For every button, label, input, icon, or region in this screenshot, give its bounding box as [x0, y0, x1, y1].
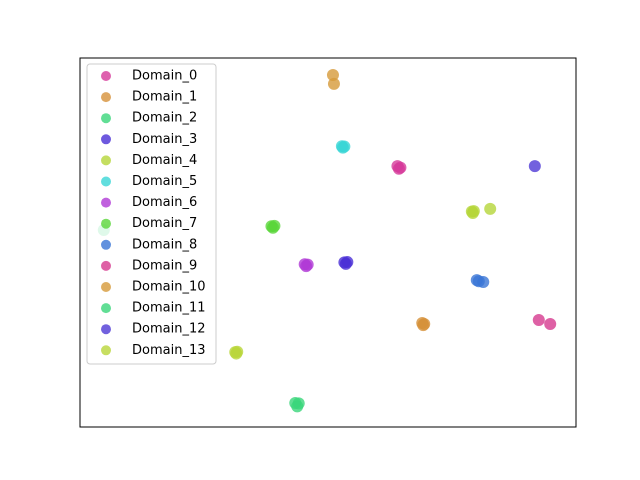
scatter-point: [528, 160, 541, 173]
legend-label: Domain_9: [132, 258, 197, 273]
legend-label: Domain_10: [132, 280, 206, 295]
scatter-point: [544, 318, 557, 331]
legend: Domain_0 Domain_1 Domain_2 Domain_3 Domain_4…: [101, 69, 206, 358]
scatter-point: [417, 319, 430, 332]
legend-label: Domain_6: [132, 195, 197, 210]
legend-box: [86, 63, 217, 365]
legend-marker: [101, 176, 111, 187]
legend-label: Domain_1: [132, 90, 197, 105]
points: [97, 68, 557, 413]
scatter-point: [300, 260, 313, 273]
legend-label: Domain_0: [132, 69, 197, 84]
scatter-point: [336, 141, 349, 154]
scatter-point: [326, 68, 339, 81]
legend-label: Domain_2: [132, 111, 197, 126]
legend-marker: [101, 303, 111, 314]
scatter-point: [532, 313, 545, 326]
legend-label: Domain_12: [132, 322, 206, 337]
legend-marker: [101, 282, 111, 292]
legend-marker: [101, 134, 111, 145]
axes-frame: [79, 57, 577, 428]
legend-marker: [101, 71, 111, 81]
legend-marker: [101, 155, 111, 166]
legend-label: Domain_11: [132, 301, 206, 316]
scatter-point: [339, 257, 352, 270]
scatter-point: [230, 347, 243, 360]
legend-label: Domain_5: [132, 174, 197, 189]
legend-label: Domain_8: [132, 237, 197, 252]
scatter-point: [466, 206, 479, 219]
scatter-point: [484, 202, 497, 215]
legend-marker: [101, 239, 111, 250]
legend-label: Domain_7: [132, 216, 197, 231]
scatter-point: [327, 77, 340, 90]
scatter-point: [266, 221, 279, 234]
legend-marker: [101, 324, 111, 335]
scatter-point: [392, 162, 405, 175]
legend-label: Domain_4: [132, 153, 197, 168]
legend-marker: [101, 197, 111, 208]
legend-label: Domain_13: [132, 343, 206, 358]
legend-marker: [101, 218, 111, 229]
scatter-point: [477, 275, 490, 288]
legend-marker: [101, 345, 111, 356]
legend-marker: [101, 113, 111, 124]
legend-marker: [101, 92, 111, 103]
legend-label: Domain_3: [132, 132, 197, 147]
legend-marker: [101, 260, 111, 271]
scatter-point: [291, 400, 304, 413]
